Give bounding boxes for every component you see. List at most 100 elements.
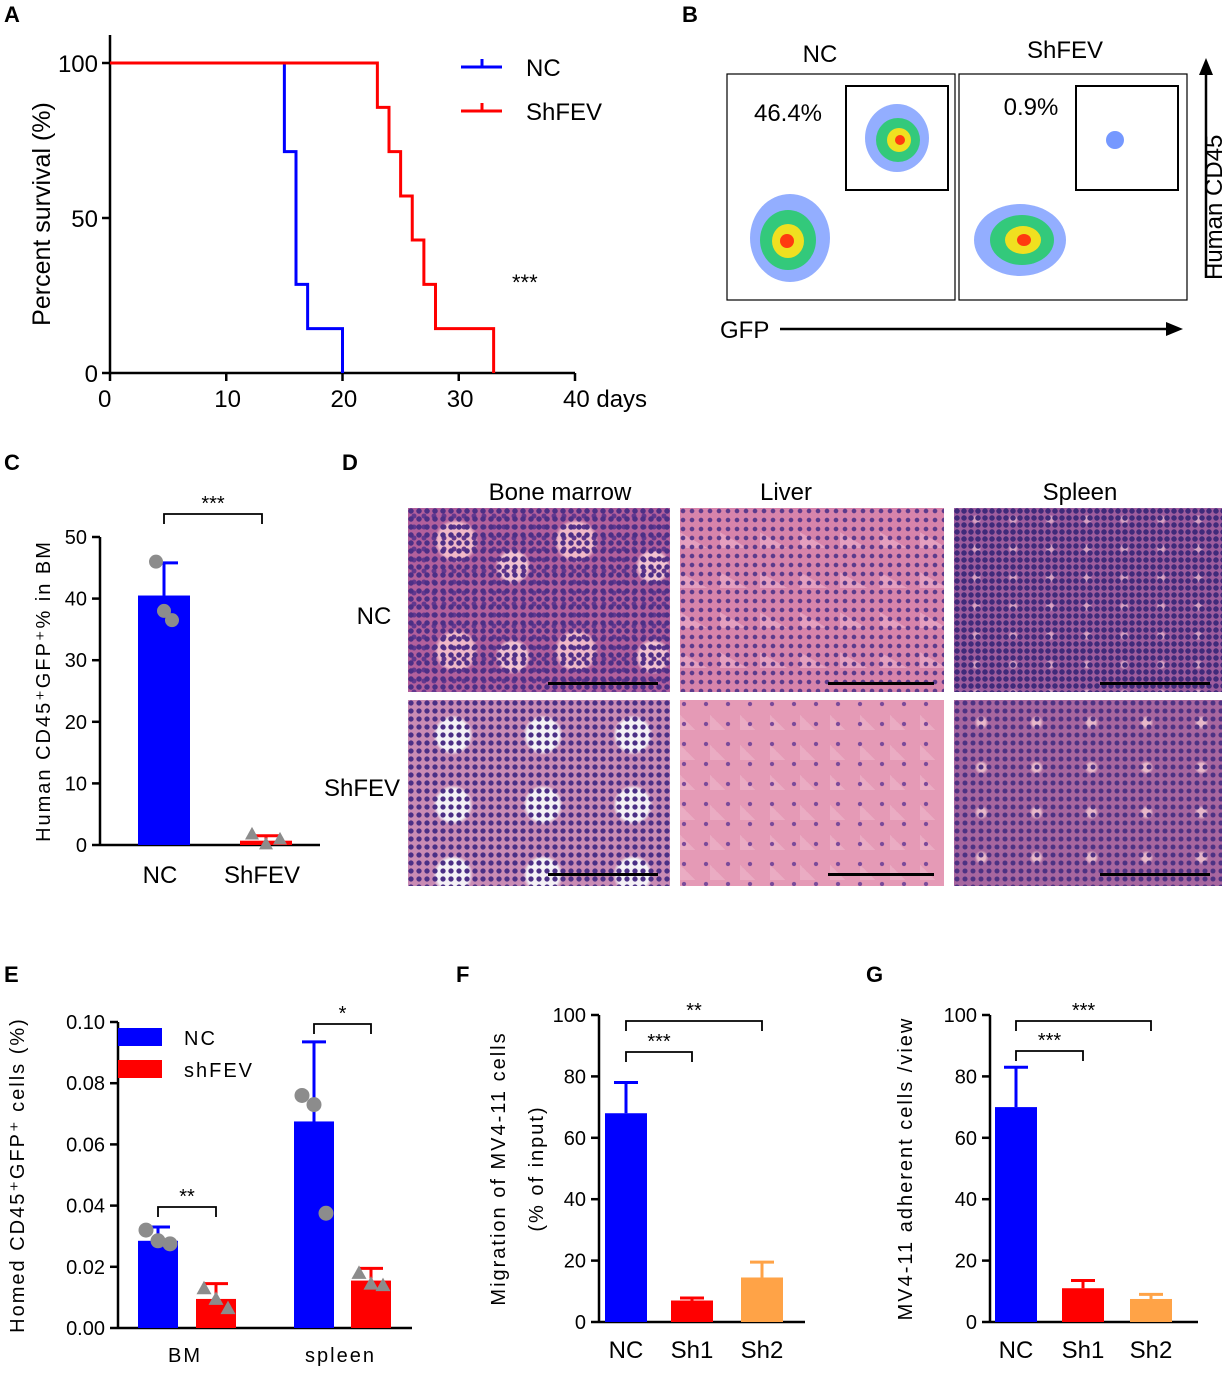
g-y-tick-label: 100 (944, 1005, 977, 1027)
histology-image-bm-shfev (408, 700, 670, 886)
e-data-point (375, 1277, 391, 1292)
e-data-point (150, 1233, 166, 1249)
c-data-point (157, 603, 171, 618)
g-y-tick-label: 0 (966, 1312, 977, 1334)
flow-x-arrowhead (1166, 322, 1183, 336)
g-1-significance-bracket (1015, 1020, 1152, 1031)
histology-image-liver-shfev (680, 700, 944, 886)
f-y-tick-label: 0 (575, 1312, 586, 1334)
panel-label-d: D (342, 450, 358, 475)
c-y-tick-label: 20 (65, 712, 87, 734)
survival-x-tick-label: 10 (214, 386, 241, 413)
e-data-point (138, 1222, 154, 1238)
survival-x-tick-label: 0 (98, 386, 111, 413)
g-y-tick-label: 40 (955, 1189, 977, 1211)
f-bar-nc (605, 1113, 647, 1322)
f-x-tick-label-nc: NC (609, 1337, 644, 1364)
survival-chart: 0 50 100 0 10 20 30 40 days Percent survival (%)… (28, 35, 647, 413)
e-data-point (351, 1265, 367, 1279)
f-y-tick-label: 100 (553, 1005, 586, 1027)
flow-gate-nc (845, 85, 949, 191)
f-x-tick-label-sh2: Sh2 (741, 1337, 784, 1364)
c-data-point (149, 554, 163, 569)
e-y-tick-label: 0.02 (66, 1257, 105, 1279)
e-data-point (306, 1097, 322, 1113)
histology-col-bone-marrow: Bone marrow (489, 479, 632, 506)
f-1-significance-bracket (625, 1020, 763, 1031)
panel-label-f: F (456, 962, 469, 987)
histology-row-shfev: ShFEV (324, 775, 400, 802)
histology-image-liver-nc (680, 508, 944, 692)
c-data-point (165, 613, 179, 628)
legend-label-nc: NC (526, 55, 561, 82)
c-y-tick-label: 10 (65, 773, 87, 795)
f-0-significance-bracket (625, 1051, 693, 1062)
g-0-significance-bracket (1015, 1050, 1084, 1061)
survival-x-tick-label: 40 days (563, 386, 647, 413)
e-data-point (363, 1276, 379, 1290)
c-y-tick-label: 40 (65, 589, 87, 611)
flow-density-nc (750, 104, 929, 282)
e-bm-significance-label: ** (179, 1186, 195, 1208)
adherent-cells-chart: 0 20 40 60 80 100 MV4-11 adherent cells /view N… (895, 1000, 1198, 1364)
g-x-tick-label-sh2: Sh2 (1130, 1337, 1173, 1364)
e-data-point (294, 1087, 310, 1103)
c-significance-bracket (163, 513, 263, 524)
f-x-tick-label-sh1: Sh1 (671, 1337, 714, 1364)
survival-y-tick-label: 0 (85, 361, 98, 388)
panel-label-g: G (866, 962, 883, 987)
e-data-point (220, 1300, 236, 1315)
e-legend-swatch-nc (118, 1028, 162, 1046)
flow-density-shfev (974, 131, 1124, 276)
f-bar-sh2 (741, 1277, 783, 1322)
g-bar-sh2 (1130, 1298, 1172, 1322)
c-data-point (259, 836, 273, 850)
c-y-tick-label: 50 (65, 527, 87, 549)
e-y-tick-label: 0.08 (66, 1073, 105, 1095)
f-y-tick-label: 80 (564, 1066, 586, 1088)
g-x-tick-label-sh1: Sh1 (1062, 1337, 1105, 1364)
e-x-tick-label-spleen: spleen (305, 1345, 376, 1367)
flow-y-arrowhead (1199, 58, 1213, 75)
survival-y-tick-label: 50 (71, 206, 98, 233)
c-bar-nc (138, 595, 190, 845)
c-y-axis-label: Human CD45⁺GFP⁺% in BM (33, 540, 55, 842)
survival-y-axis-label: Percent survival (%) (28, 102, 56, 326)
survival-line-shfev (110, 61, 496, 373)
survival-x-tick-label: 20 (331, 386, 358, 413)
e-data-point (318, 1205, 334, 1221)
scale-bar (828, 682, 934, 685)
e-y-tick-label: 0.06 (66, 1134, 105, 1156)
f-y-tick-label: 60 (564, 1128, 586, 1150)
e-bm-significance-bracket (157, 1206, 217, 1217)
flow-col-label-nc: NC (803, 41, 838, 68)
e-bar-nc-bm (138, 1240, 178, 1328)
histology-image-bm-nc (408, 508, 670, 692)
e-data-point (162, 1236, 178, 1252)
c-x-tick-label-nc: NC (143, 862, 178, 889)
g-y-axis-label: MV4-11 adherent cells /view (895, 1017, 917, 1321)
legend-label-shfev: ShFEV (526, 99, 602, 126)
scale-bar (1100, 682, 1210, 685)
flow-gate-shfev (1075, 85, 1179, 191)
flow-xlabel-gfp: GFP (720, 317, 769, 344)
e-y-tick-label: 0.10 (66, 1012, 105, 1034)
e-legend-label-shfev: shFEV (184, 1060, 254, 1082)
c-y-tick-label: 30 (65, 650, 87, 672)
e-legend-label-nc: NC (184, 1028, 217, 1050)
c-significance-label: *** (201, 493, 225, 515)
scale-bar (548, 873, 658, 876)
scale-bar (1100, 873, 1210, 876)
g-y-tick-label: 60 (955, 1128, 977, 1150)
c-y-tick-label: 0 (76, 835, 87, 857)
f-1-significance-label: ** (686, 1000, 702, 1022)
histology-image-spleen-shfev (954, 700, 1222, 886)
e-legend-swatch-shfev (118, 1060, 162, 1078)
histology-row-nc: NC (357, 603, 392, 630)
f-0-significance-label: *** (647, 1031, 671, 1053)
scale-bar (828, 873, 934, 876)
panel-label-c: C (4, 450, 20, 475)
homed-cells-chart: 0.00 0.02 0.04 0.06 0.08 0.10 Homed CD45⁺GFP⁺ … (7, 1003, 412, 1367)
g-1-significance-label: *** (1072, 1000, 1096, 1022)
